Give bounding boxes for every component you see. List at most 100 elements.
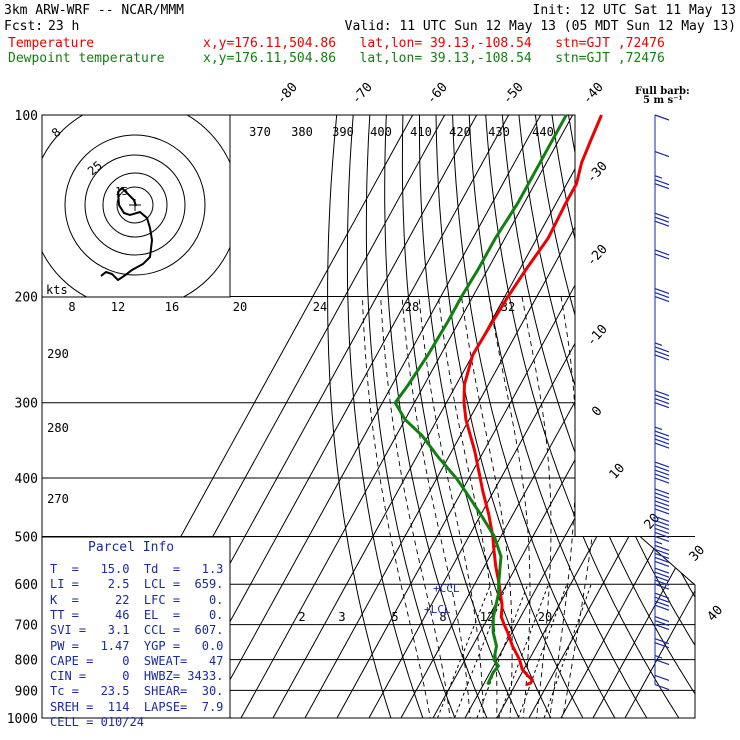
barb-flag — [654, 579, 670, 586]
barb-flag — [654, 596, 670, 603]
theta-label: 380 — [291, 125, 313, 139]
forecast-label: Fcst: — [4, 19, 44, 34]
theta-e-label: 20 — [233, 300, 247, 314]
wind-barb — [654, 114, 670, 121]
moist-adiabat — [488, 296, 531, 718]
dry-adiabat-label: 290 — [47, 347, 69, 361]
pressure-tick-label: 200 — [15, 291, 38, 306]
dry-adiabat — [483, 115, 688, 718]
wind-barb — [654, 390, 670, 409]
wind-barb — [654, 638, 670, 649]
barb-flag — [654, 616, 670, 623]
barb-flag — [654, 620, 670, 627]
isotherm-label: -80 — [274, 80, 301, 107]
isotherm-label: 0 — [589, 404, 605, 420]
barb-flag — [654, 674, 670, 682]
parcel-info-row: Tc = 23.5 SHEAR= 30. — [50, 684, 224, 699]
parcel-info-row: LI = 2.5 LCL = 659. — [50, 577, 224, 592]
wind-barb — [654, 540, 670, 568]
barb-flag — [654, 548, 670, 556]
wind-barb — [654, 287, 670, 303]
barb-flag — [654, 249, 670, 256]
temperature-location: x,y=176.11,504.86 lat,lon= 39.13,-108.54… — [203, 36, 665, 51]
theta-e-label: 24 — [313, 300, 327, 314]
moist-adiabat — [380, 296, 453, 718]
valid-time: Valid: 11 UTC Sun 12 May 13 (05 MDT Sun … — [344, 19, 736, 34]
wind-barb — [654, 426, 670, 449]
dry-adiabat — [401, 115, 526, 718]
barb-flag — [654, 604, 670, 611]
theta-label: 370 — [249, 125, 271, 139]
barb-flag — [654, 434, 670, 441]
barb-flag — [654, 438, 670, 445]
barb-half-flag — [654, 426, 663, 431]
mixing-ratio-label: 20 — [538, 610, 552, 624]
barb-flag — [654, 531, 670, 539]
isotherm-label: 30 — [687, 543, 709, 565]
barb-flag — [654, 469, 670, 476]
parcel-info-title: Parcel Info — [88, 540, 175, 555]
barb-flag — [654, 600, 670, 607]
barb-flag — [654, 114, 670, 121]
barb-flag — [654, 346, 670, 353]
mixing-ratio-label: 3 — [338, 610, 345, 624]
barb-flag — [654, 179, 670, 186]
dry-adiabat — [499, 115, 695, 718]
parcel-info-row: PW = 1.47 YGP = 0.0 — [50, 638, 224, 653]
barb-flag — [654, 583, 670, 590]
barb-half-flag — [654, 342, 663, 347]
theta-label: 420 — [449, 125, 471, 139]
pressure-tick-label: 900 — [15, 684, 38, 699]
dry-adiabat — [451, 115, 623, 718]
pressure-tick-label: 400 — [15, 472, 38, 487]
barb-flag — [654, 216, 670, 223]
dry-adiabat-label: 280 — [47, 421, 69, 435]
pressure-tick-label: 1000 — [7, 712, 38, 727]
plot-area — [73, 115, 695, 718]
mixing-ratio-label: 12 — [480, 610, 494, 624]
dry-adiabat — [419, 115, 558, 718]
parcel-info-row: K = 22 LFC = 0. — [50, 592, 224, 607]
parcel-info-row: SREH = 114 LAPSE= 7.9 — [50, 699, 224, 714]
pressure-tick-label: 300 — [15, 397, 38, 412]
barb-flag — [654, 552, 670, 560]
dry-adiabat-label: 270 — [47, 492, 69, 506]
parcel-info-row: CELL = 010/24 — [50, 715, 144, 729]
dry-adiabat — [676, 115, 695, 718]
parcel-info-row: CAPE = 0 SWEAT= 47 — [50, 653, 224, 668]
dry-adiabat — [327, 115, 396, 718]
dry-adiabat — [384, 115, 493, 718]
wind-barb — [654, 683, 670, 691]
isotherm-label: -50 — [500, 80, 527, 107]
full-barb-label: Full barb: — [635, 86, 690, 97]
parcel-info-box — [41, 536, 231, 719]
moist-adiabat — [361, 296, 433, 718]
theta-label: 410 — [410, 125, 432, 139]
moist-adiabat — [521, 296, 552, 718]
isotherm-label: -10 — [584, 322, 611, 349]
dry-adiabat — [515, 115, 695, 718]
dry-adiabat — [612, 115, 695, 718]
barb-flag — [654, 556, 670, 564]
barb-flag — [654, 592, 670, 599]
mixing-ratio-line — [454, 584, 508, 718]
dry-adiabat — [435, 115, 591, 718]
isotherm-line — [233, 115, 581, 718]
isotherm-label: -70 — [349, 80, 376, 107]
mixing-ratio-label: 5 — [391, 610, 398, 624]
theta-e-label: 16 — [165, 300, 179, 314]
barb-flag — [654, 461, 670, 468]
barb-flag — [654, 287, 670, 295]
wind-barb — [654, 592, 670, 611]
mixing-ratio-label: 2 — [298, 610, 305, 624]
moist-adiabat — [418, 296, 485, 718]
dewpoint-legend: Dewpoint temperature — [8, 51, 165, 66]
barb-flag — [654, 253, 670, 260]
isotherm-line — [201, 115, 549, 718]
isotherm-label: 40 — [705, 603, 727, 625]
model-title: 3km ARW-WRF -- NCAR/MMM — [4, 3, 185, 18]
isotherm-line — [617, 115, 695, 718]
isotherm-label: -20 — [584, 242, 611, 269]
isotherm-line — [265, 115, 613, 718]
